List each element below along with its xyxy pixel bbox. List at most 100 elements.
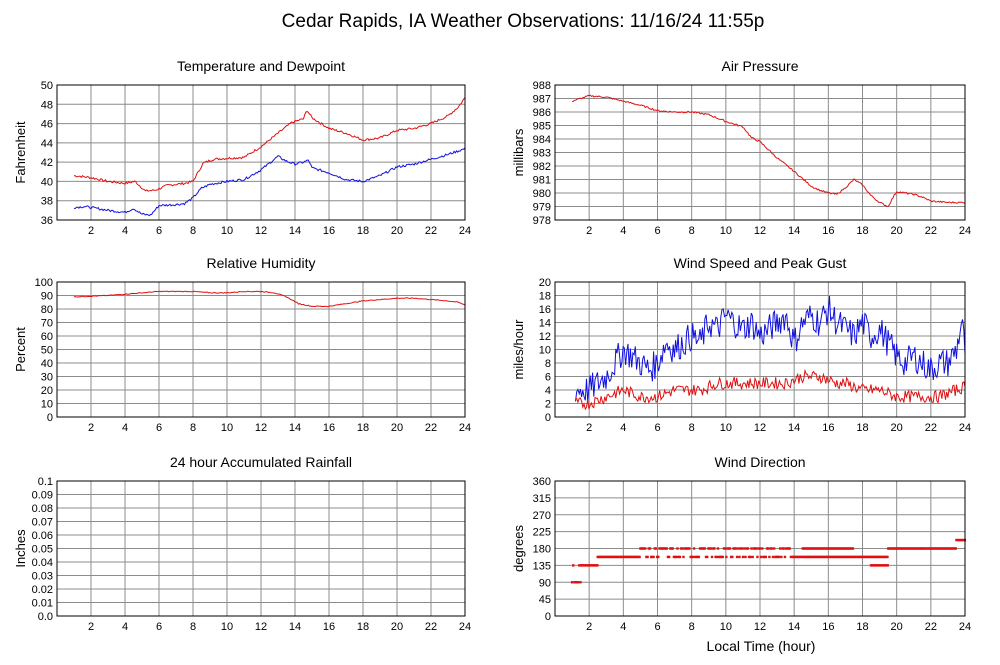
winddir-point: [767, 547, 770, 550]
humidity-x-tick-label: 6: [156, 422, 162, 434]
rain-x-tick-label: 24: [459, 621, 471, 633]
pressure-y-tick-label: 986: [533, 107, 551, 119]
temp-title: Temperature and Dewpoint: [177, 58, 345, 74]
wind-y-tick-label: 12: [539, 331, 551, 343]
winddir-point: [725, 555, 728, 559]
winddir-frame: [554, 480, 966, 617]
wind-y-tick-label: 4: [545, 385, 551, 397]
temp-y-tick-label: 42: [41, 157, 53, 169]
winddir-point: [709, 547, 712, 550]
temp-x-tick-label: 24: [459, 225, 471, 237]
temp-series-red-line: [73, 97, 465, 192]
winddir-point: [886, 555, 889, 559]
winddir-point: [654, 547, 658, 550]
pressure-title: Air Pressure: [721, 58, 798, 74]
winddir-y-axis-label: degrees: [511, 525, 526, 572]
pressure-y-tick-label: 979: [533, 202, 551, 214]
wind-x-tick-label: 10: [720, 422, 732, 434]
wind-y-tick-label: 8: [545, 358, 551, 370]
winddir-point: [780, 555, 783, 559]
winddir-point: [576, 581, 580, 584]
winddir-point: [667, 555, 671, 559]
winddir-x-tick-label: 2: [586, 621, 592, 633]
winddir-point: [721, 555, 724, 559]
wind-x-tick-label: 22: [925, 422, 937, 434]
temp-y-tick-label: 36: [41, 215, 53, 227]
winddir-y-tick-label: 135: [533, 560, 551, 572]
rain-x-tick-label: 14: [289, 621, 301, 633]
winddir-x-tick-label: 14: [788, 621, 800, 633]
rain-y-tick-label: 0.02: [32, 584, 53, 596]
winddir-point: [851, 547, 855, 550]
humidity-x-tick-label: 14: [289, 422, 301, 434]
winddir-point: [768, 555, 771, 559]
winddir-y-tick-label: 360: [533, 476, 551, 488]
wind-y-tick-label: 2: [545, 399, 551, 411]
winddir-point: [681, 547, 684, 550]
temp-y-tick-label: 46: [41, 119, 53, 131]
winddir-point: [778, 547, 782, 550]
rain-y-tick-label: 0.0: [38, 611, 53, 623]
winddir-y-tick-label: 45: [539, 594, 551, 606]
wind-x-tick-label: 14: [788, 422, 800, 434]
rain-frame: [56, 480, 466, 617]
winddir-point: [743, 547, 746, 550]
winddir-point: [697, 555, 701, 559]
winddir-y-tick-label: 270: [533, 510, 551, 522]
winddir-point: [886, 564, 889, 567]
winddir-point: [682, 555, 685, 559]
temp-x-tick-label: 2: [88, 225, 94, 237]
pressure-y-tick-label: 983: [533, 148, 551, 160]
humidity-frame: [56, 281, 466, 418]
pressure-x-tick-label: 20: [891, 225, 903, 237]
humidity-y-tick-label: 60: [41, 331, 53, 343]
winddir-point: [578, 564, 581, 567]
temp-x-tick-label: 18: [357, 225, 369, 237]
winddir-title: Wind Direction: [714, 454, 805, 470]
humidity-y-tick-label: 70: [41, 318, 53, 330]
temp-x-tick-label: 4: [122, 225, 128, 237]
wind-x-tick-label: 18: [856, 422, 868, 434]
rain-x-tick-label: 8: [190, 621, 196, 633]
rain-y-tick-label: 0.04: [32, 557, 53, 569]
winddir-point: [731, 555, 734, 559]
temp-x-tick-label: 14: [289, 225, 301, 237]
winddir-y-tick-label: 315: [533, 493, 551, 505]
humidity-y-axis-label: Percent: [13, 327, 28, 372]
pressure-x-tick-label: 14: [788, 225, 800, 237]
rain-y-tick-label: 0.06: [32, 530, 53, 542]
winddir-point: [644, 547, 647, 550]
rain-x-tick-label: 10: [221, 621, 233, 633]
rain-y-tick-label: 0.03: [32, 571, 53, 583]
winddir-x-tick-label: 18: [856, 621, 868, 633]
winddir-point: [688, 547, 691, 550]
temp-series-blue-line: [73, 147, 465, 217]
rain-title: 24 hour Accumulated Rainfall: [170, 454, 352, 470]
temp-y-tick-label: 40: [41, 176, 53, 188]
temp-y-tick-label: 50: [41, 80, 53, 92]
rain-x-tick-label: 18: [357, 621, 369, 633]
winddir-point: [746, 547, 750, 550]
pressure-y-tick-label: 982: [533, 161, 551, 173]
humidity-title: Relative Humidity: [207, 255, 316, 271]
winddir-point: [713, 547, 716, 550]
wind-y-tick-label: 10: [539, 345, 551, 357]
pressure-y-axis-label: millibars: [511, 128, 526, 176]
winddir-point: [777, 555, 781, 559]
winddir-point: [652, 555, 655, 559]
winddir-y-tick-label: 225: [533, 527, 551, 539]
pressure-x-tick-label: 10: [720, 225, 732, 237]
winddir-point: [782, 547, 785, 550]
winddir-point: [737, 547, 740, 550]
wind-x-tick-label: 16: [822, 422, 834, 434]
pressure-y-tick-label: 981: [533, 175, 551, 187]
humidity-y-tick-label: 50: [41, 345, 53, 357]
temp-x-tick-label: 12: [255, 225, 267, 237]
winddir-point: [596, 564, 599, 567]
winddir-point: [706, 555, 709, 559]
